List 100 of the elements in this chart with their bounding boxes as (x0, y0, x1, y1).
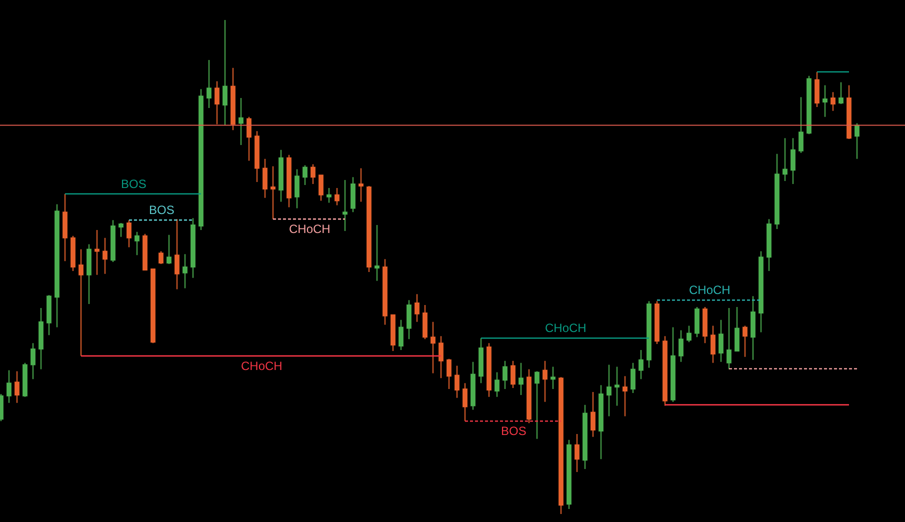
candlestick (614, 366, 620, 406)
candlestick (190, 218, 196, 278)
candlestick (790, 138, 796, 185)
candlestick (638, 349, 644, 380)
candlestick (214, 80, 220, 125)
candlestick (22, 362, 28, 398)
series-label: BOS (149, 203, 174, 217)
candlestick (126, 220, 132, 248)
candlestick (806, 75, 812, 135)
candlestick (814, 71, 820, 108)
candlestick (734, 306, 740, 352)
candlestick (390, 314, 396, 352)
candlestick (654, 300, 660, 345)
candlestick (246, 116, 252, 162)
candlestick (830, 92, 836, 112)
candlestick (846, 84, 852, 140)
candlestick (262, 158, 268, 198)
candlestick (686, 325, 692, 343)
series-label: CHoCH (241, 359, 282, 373)
candlestick (718, 319, 724, 362)
candlestick (94, 229, 100, 276)
candlestick (678, 330, 684, 362)
candlestick (318, 174, 324, 202)
candlestick (366, 185, 372, 272)
candlestick (182, 254, 188, 289)
series-label: BOS (501, 424, 526, 438)
candlestick (38, 308, 44, 370)
candlestick (150, 268, 156, 344)
candlestick (486, 342, 492, 398)
candlestick (646, 300, 652, 368)
candlestick (118, 222, 124, 238)
candlestick (606, 364, 612, 417)
candlestick (254, 130, 260, 183)
candlestick (726, 308, 732, 370)
candlestick (630, 362, 636, 394)
candlestick (326, 187, 332, 204)
candlestick (286, 154, 292, 208)
candlestick (774, 153, 780, 230)
candlestick (478, 338, 484, 384)
candlestick (470, 361, 476, 410)
candlestick (534, 370, 540, 440)
candlestick (30, 342, 36, 380)
candlestick (350, 176, 356, 213)
candlestick (222, 20, 228, 126)
candlestick (406, 300, 412, 340)
candlestick (238, 98, 244, 146)
candlestick (230, 67, 236, 131)
candlestick (694, 306, 700, 338)
series-label: CHoCH (689, 283, 730, 297)
candlestick (422, 304, 428, 340)
candlestick (750, 296, 756, 360)
candlestick (54, 204, 60, 328)
candlestick (582, 404, 588, 470)
candlestick (542, 360, 548, 402)
candlestick (374, 224, 380, 282)
candlestick (710, 325, 716, 364)
candlestick (438, 336, 444, 379)
candlestick (670, 326, 676, 402)
candlestick (310, 164, 316, 185)
candlestick (166, 234, 172, 265)
candlestick (518, 362, 524, 396)
candlestick (526, 368, 532, 424)
candlestick (358, 168, 364, 202)
candlestick (854, 122, 860, 160)
candlestick (174, 218, 180, 290)
candlestick (758, 250, 764, 333)
series-label: BOS (121, 177, 146, 191)
candlestick (78, 248, 84, 356)
candlestick (86, 244, 92, 305)
candlestick (662, 336, 668, 406)
candlestick (142, 233, 148, 270)
candlestick (414, 294, 420, 322)
candlestick (6, 370, 12, 404)
candlestick (14, 370, 20, 404)
candlestick (70, 235, 76, 272)
candlestick (622, 376, 628, 417)
candlestick (398, 319, 404, 350)
series-label: CHoCH (289, 222, 330, 236)
candlestick (102, 237, 108, 274)
candlestick (302, 164, 308, 186)
candlestick (558, 376, 564, 514)
candlestick (822, 84, 828, 118)
candlestick (742, 325, 748, 358)
candlestick (494, 372, 500, 398)
candlestick (550, 366, 556, 390)
candlestick (278, 149, 284, 202)
candlestick (270, 166, 276, 220)
candlestick (590, 391, 596, 438)
candlestick (294, 168, 300, 209)
candlestick (382, 258, 388, 326)
candlestick (454, 365, 460, 398)
candlestick (158, 250, 164, 265)
candlestick (798, 96, 804, 154)
candlestick (766, 218, 772, 272)
candlestick (198, 88, 204, 230)
series-label: CHoCH (545, 321, 586, 335)
candlestick (446, 358, 452, 390)
candlestick (502, 360, 508, 390)
candlestick (206, 60, 212, 108)
candlestick (510, 360, 516, 389)
